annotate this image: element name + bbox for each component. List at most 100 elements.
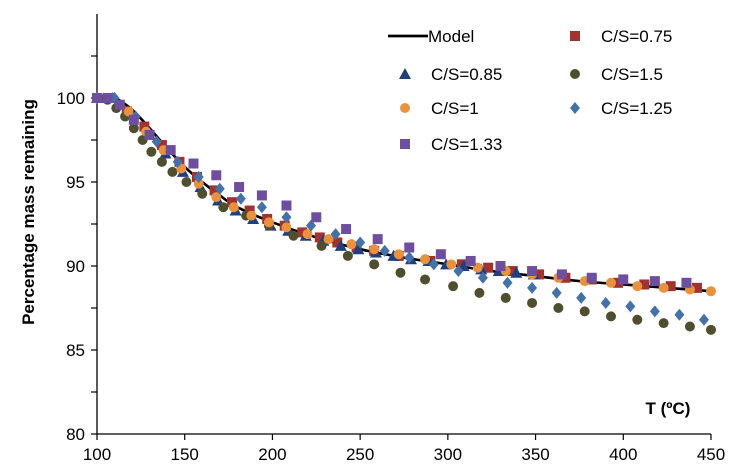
data-point <box>181 177 192 187</box>
data-point <box>553 303 564 313</box>
x-axis-label: T (ºC) <box>646 399 691 418</box>
data-point <box>214 182 225 195</box>
data-point <box>369 244 380 255</box>
y-tick-label: 95 <box>66 173 85 192</box>
legend-label: C/S=0.85 <box>431 65 502 84</box>
data-point <box>369 259 380 270</box>
data-point <box>379 244 390 257</box>
legend-item: C/S=1.25 <box>570 99 672 118</box>
data-point <box>209 185 220 196</box>
data-point <box>446 259 457 270</box>
data-point <box>658 318 669 329</box>
data-point <box>483 262 494 273</box>
data-point <box>465 255 476 266</box>
data-point <box>510 266 523 278</box>
data-point <box>606 277 617 288</box>
data-point <box>314 232 325 243</box>
data-point <box>188 158 199 169</box>
data-point <box>165 145 176 156</box>
x-tick-label: 100 <box>83 445 111 464</box>
data-point <box>128 123 139 134</box>
data-point <box>632 314 643 325</box>
legend: Model C/S=0.75 C/S=0.85 C/S=1.5 C/S=1 C/S=1.2… <box>388 27 672 154</box>
x-tick-label: 250 <box>346 445 374 464</box>
model-line-group <box>96 95 712 293</box>
data-point <box>227 197 238 208</box>
legend-swatch <box>399 68 411 79</box>
legend-item: C/S=1 <box>400 99 479 118</box>
data-point <box>302 229 313 240</box>
x-tick-label: 450 <box>697 445 725 464</box>
data-point <box>474 287 485 298</box>
data-point <box>156 140 167 151</box>
data-point <box>706 324 716 335</box>
y-tick-label: 85 <box>66 341 85 360</box>
data-point <box>102 93 113 103</box>
legend-label: C/S=1.5 <box>601 65 663 84</box>
data-point <box>218 202 229 213</box>
series-2 <box>93 93 716 335</box>
data-point <box>691 282 702 293</box>
legend-item: Model <box>388 27 474 46</box>
data-point <box>146 146 157 157</box>
data-point <box>167 166 178 177</box>
data-point <box>342 250 353 261</box>
data-point <box>435 249 446 260</box>
legend-swatch <box>400 139 410 149</box>
data-point <box>372 234 383 245</box>
data-point <box>246 210 257 221</box>
data-point <box>256 201 267 214</box>
data-point <box>684 321 695 332</box>
y-tick-label: 90 <box>66 257 85 276</box>
data-point <box>502 276 513 289</box>
data-point <box>172 155 183 168</box>
data-point <box>453 265 464 278</box>
data-point <box>306 219 317 232</box>
legend-label: Model <box>428 27 474 46</box>
data-point <box>334 239 347 251</box>
x-tick-label: 300 <box>434 445 462 464</box>
data-point <box>600 296 611 309</box>
series-3 <box>92 93 716 297</box>
data-point <box>665 281 676 292</box>
data-point <box>420 274 431 285</box>
x-tick-label: 150 <box>171 445 199 464</box>
series-4 <box>92 92 709 326</box>
legend-label: C/S=1.33 <box>431 135 502 154</box>
data-point <box>428 258 439 271</box>
data-point <box>681 277 692 288</box>
data-point <box>698 313 709 326</box>
data-point <box>323 234 334 245</box>
data-point <box>586 272 597 283</box>
data-point <box>395 267 406 278</box>
legend-swatch <box>570 102 580 114</box>
data-point <box>352 243 365 255</box>
x-tick-label: 400 <box>609 445 637 464</box>
data-point <box>606 311 617 322</box>
data-point <box>211 192 222 203</box>
data-point <box>123 106 134 117</box>
data-point <box>281 200 292 211</box>
data-point <box>613 277 624 288</box>
data-point <box>527 281 538 294</box>
legend-item: C/S=1.33 <box>400 135 502 154</box>
data-point <box>128 114 139 125</box>
data-point <box>193 178 204 189</box>
data-point <box>256 190 267 201</box>
data-point <box>235 192 246 205</box>
data-point <box>92 93 102 103</box>
data-point <box>234 182 245 193</box>
data-point <box>551 286 562 299</box>
data-point <box>297 227 308 238</box>
data-point <box>228 202 239 213</box>
data-point <box>632 281 643 292</box>
x-tick-label: 200 <box>258 445 286 464</box>
data-point <box>341 224 352 235</box>
data-point <box>495 261 506 271</box>
data-point <box>244 205 255 216</box>
legend-label: C/S=1.25 <box>601 99 672 118</box>
data-point <box>355 236 366 249</box>
series-0 <box>104 93 702 293</box>
data-point <box>114 99 125 110</box>
